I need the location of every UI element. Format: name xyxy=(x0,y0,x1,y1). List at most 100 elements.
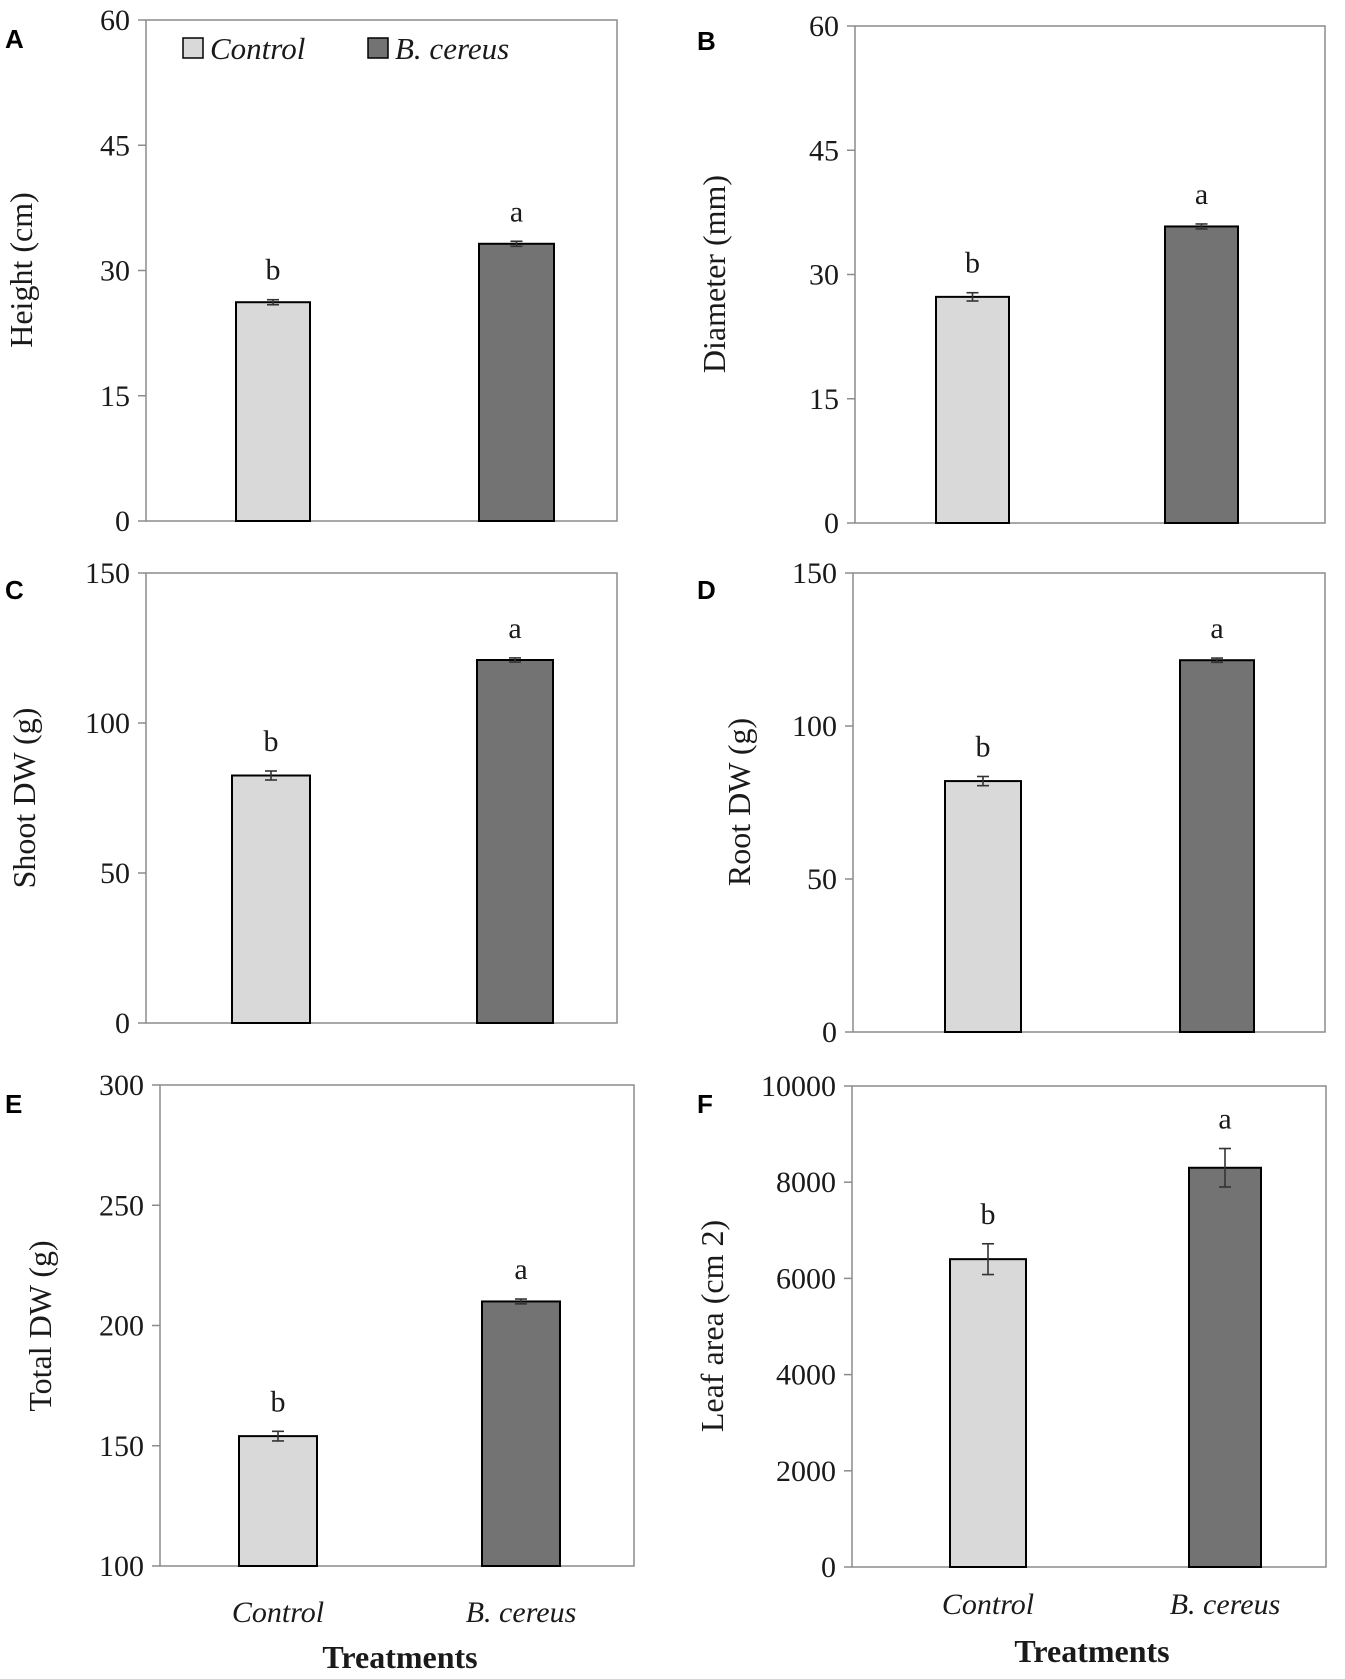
y-axis-title: Root DW (g) xyxy=(721,718,757,886)
panel-letter: B xyxy=(697,26,716,56)
y-tick-label: 0 xyxy=(822,1016,837,1049)
plot-frame xyxy=(145,572,618,1024)
legend-label: B. cereus xyxy=(395,31,509,66)
significance-letter: a xyxy=(508,612,521,645)
plot-frame xyxy=(159,1084,635,1567)
y-tick-label: 100 xyxy=(99,1550,144,1583)
x-tick-label: Control xyxy=(942,1588,1034,1621)
error-bar xyxy=(1219,1147,1231,1188)
x-axis-title: Treatments xyxy=(322,1639,477,1675)
error-bar xyxy=(515,1298,527,1305)
y-tick-label: 0 xyxy=(115,505,130,538)
y-tick-label: 10000 xyxy=(761,1070,836,1103)
y-tick-label: 200 xyxy=(99,1310,144,1343)
panel-c: C 0 50 100 150 Shoot DW (g) b a xyxy=(5,557,618,1040)
error-bar xyxy=(267,298,279,306)
significance-letter: b xyxy=(981,1198,996,1231)
bar-control xyxy=(935,295,1010,524)
bar-control xyxy=(238,1435,318,1567)
plot-frame xyxy=(854,25,1326,524)
bar-b-cereus xyxy=(1188,1166,1262,1569)
y-tick-label: 0 xyxy=(115,1007,130,1040)
bar-b-cereus xyxy=(481,1300,561,1567)
x-tick-label: Control xyxy=(232,1596,324,1629)
y-tick-label: 15 xyxy=(809,383,839,416)
significance-letter: a xyxy=(1195,178,1208,211)
error-bar xyxy=(510,240,523,248)
panel-letter: F xyxy=(697,1089,713,1119)
error-bar xyxy=(265,770,277,781)
significance-letter: a xyxy=(1218,1103,1231,1136)
y-tick-label: 150 xyxy=(85,557,130,590)
y-tick-label: 8000 xyxy=(776,1166,836,1199)
y-tick-label: 15 xyxy=(100,380,130,413)
y-axis-title: Shoot DW (g) xyxy=(6,708,42,889)
bar-control xyxy=(944,780,1022,1034)
bar-b-cereus xyxy=(1179,659,1255,1034)
y-tick-label: 45 xyxy=(100,129,130,162)
error-bar xyxy=(1195,223,1208,230)
error-bar xyxy=(272,1430,284,1442)
y-tick-label: 50 xyxy=(100,857,130,890)
panel-e: E 100 150 200 250 300 Total DW (g) b a Control B. … xyxy=(5,1069,635,1675)
y-tick-label: 50 xyxy=(807,863,837,896)
panel-letter: C xyxy=(5,575,24,605)
y-tick-label: 45 xyxy=(809,134,839,167)
y-tick-label: 0 xyxy=(824,507,839,540)
legend-swatch xyxy=(182,37,204,59)
bar-control xyxy=(231,774,311,1024)
significance-letter: b xyxy=(264,725,279,758)
panel-a: A 0 15 30 45 60 Height (cm) b a Control B. cereus xyxy=(3,4,618,538)
y-tick-label: 250 xyxy=(99,1189,144,1222)
y-tick-label: 0 xyxy=(821,1551,836,1584)
y-tick-label: 60 xyxy=(809,10,839,43)
significance-letter: a xyxy=(510,195,523,228)
error-bar xyxy=(509,657,521,663)
plot-frame xyxy=(851,1085,1327,1568)
legend: Control B. cereus xyxy=(182,31,509,66)
panel-letter: A xyxy=(5,24,24,54)
panel-b: B 0 15 30 45 60 Diameter (mm) b a xyxy=(696,10,1326,540)
y-tick-label: 6000 xyxy=(776,1262,836,1295)
legend-label: Control xyxy=(210,31,305,66)
significance-letter: b xyxy=(271,1385,286,1418)
significance-letter: b xyxy=(965,247,980,280)
panel-letter: D xyxy=(697,575,716,605)
bar-b-cereus xyxy=(476,659,554,1024)
y-tick-label: 60 xyxy=(100,4,130,37)
significance-letter: a xyxy=(514,1253,527,1286)
error-bar xyxy=(982,1242,994,1276)
panel-f: F 0 2000 4000 6000 8000 10000 Leaf area (cm 2) b… xyxy=(694,1070,1327,1669)
error-bar xyxy=(977,775,989,787)
y-tick-label: 150 xyxy=(792,557,837,590)
panel-letter: E xyxy=(5,1089,22,1119)
x-tick-label: B. cereus xyxy=(1170,1588,1281,1621)
y-tick-label: 30 xyxy=(100,255,130,288)
significance-letter: a xyxy=(1210,612,1223,645)
significance-letter: b xyxy=(976,730,991,763)
y-axis-title: Total DW (g) xyxy=(22,1240,58,1411)
y-tick-label: 100 xyxy=(792,710,837,743)
panel-d: D 0 50 100 150 Root DW (g) b a xyxy=(697,557,1326,1049)
error-bar xyxy=(1211,657,1223,664)
y-axis-title: Diameter (mm) xyxy=(696,175,732,373)
bar-b-cereus xyxy=(1164,225,1239,524)
bar-control xyxy=(235,301,311,523)
plot-frame xyxy=(852,572,1326,1033)
legend-swatch xyxy=(367,37,389,59)
error-bar xyxy=(966,291,979,302)
bar-control xyxy=(949,1258,1027,1569)
y-axis-title: Height (cm) xyxy=(3,192,39,348)
x-axis-title: Treatments xyxy=(1014,1633,1169,1669)
y-tick-label: 300 xyxy=(99,1069,144,1102)
x-tick-label: B. cereus xyxy=(466,1596,577,1629)
significance-letter: b xyxy=(266,254,281,287)
y-tick-label: 150 xyxy=(99,1430,144,1463)
bar-b-cereus xyxy=(478,242,555,522)
y-tick-label: 30 xyxy=(809,259,839,292)
y-tick-label: 4000 xyxy=(776,1359,836,1392)
y-tick-label: 2000 xyxy=(776,1455,836,1488)
y-tick-label: 100 xyxy=(85,707,130,740)
y-axis-title: Leaf area (cm 2) xyxy=(694,1220,730,1432)
